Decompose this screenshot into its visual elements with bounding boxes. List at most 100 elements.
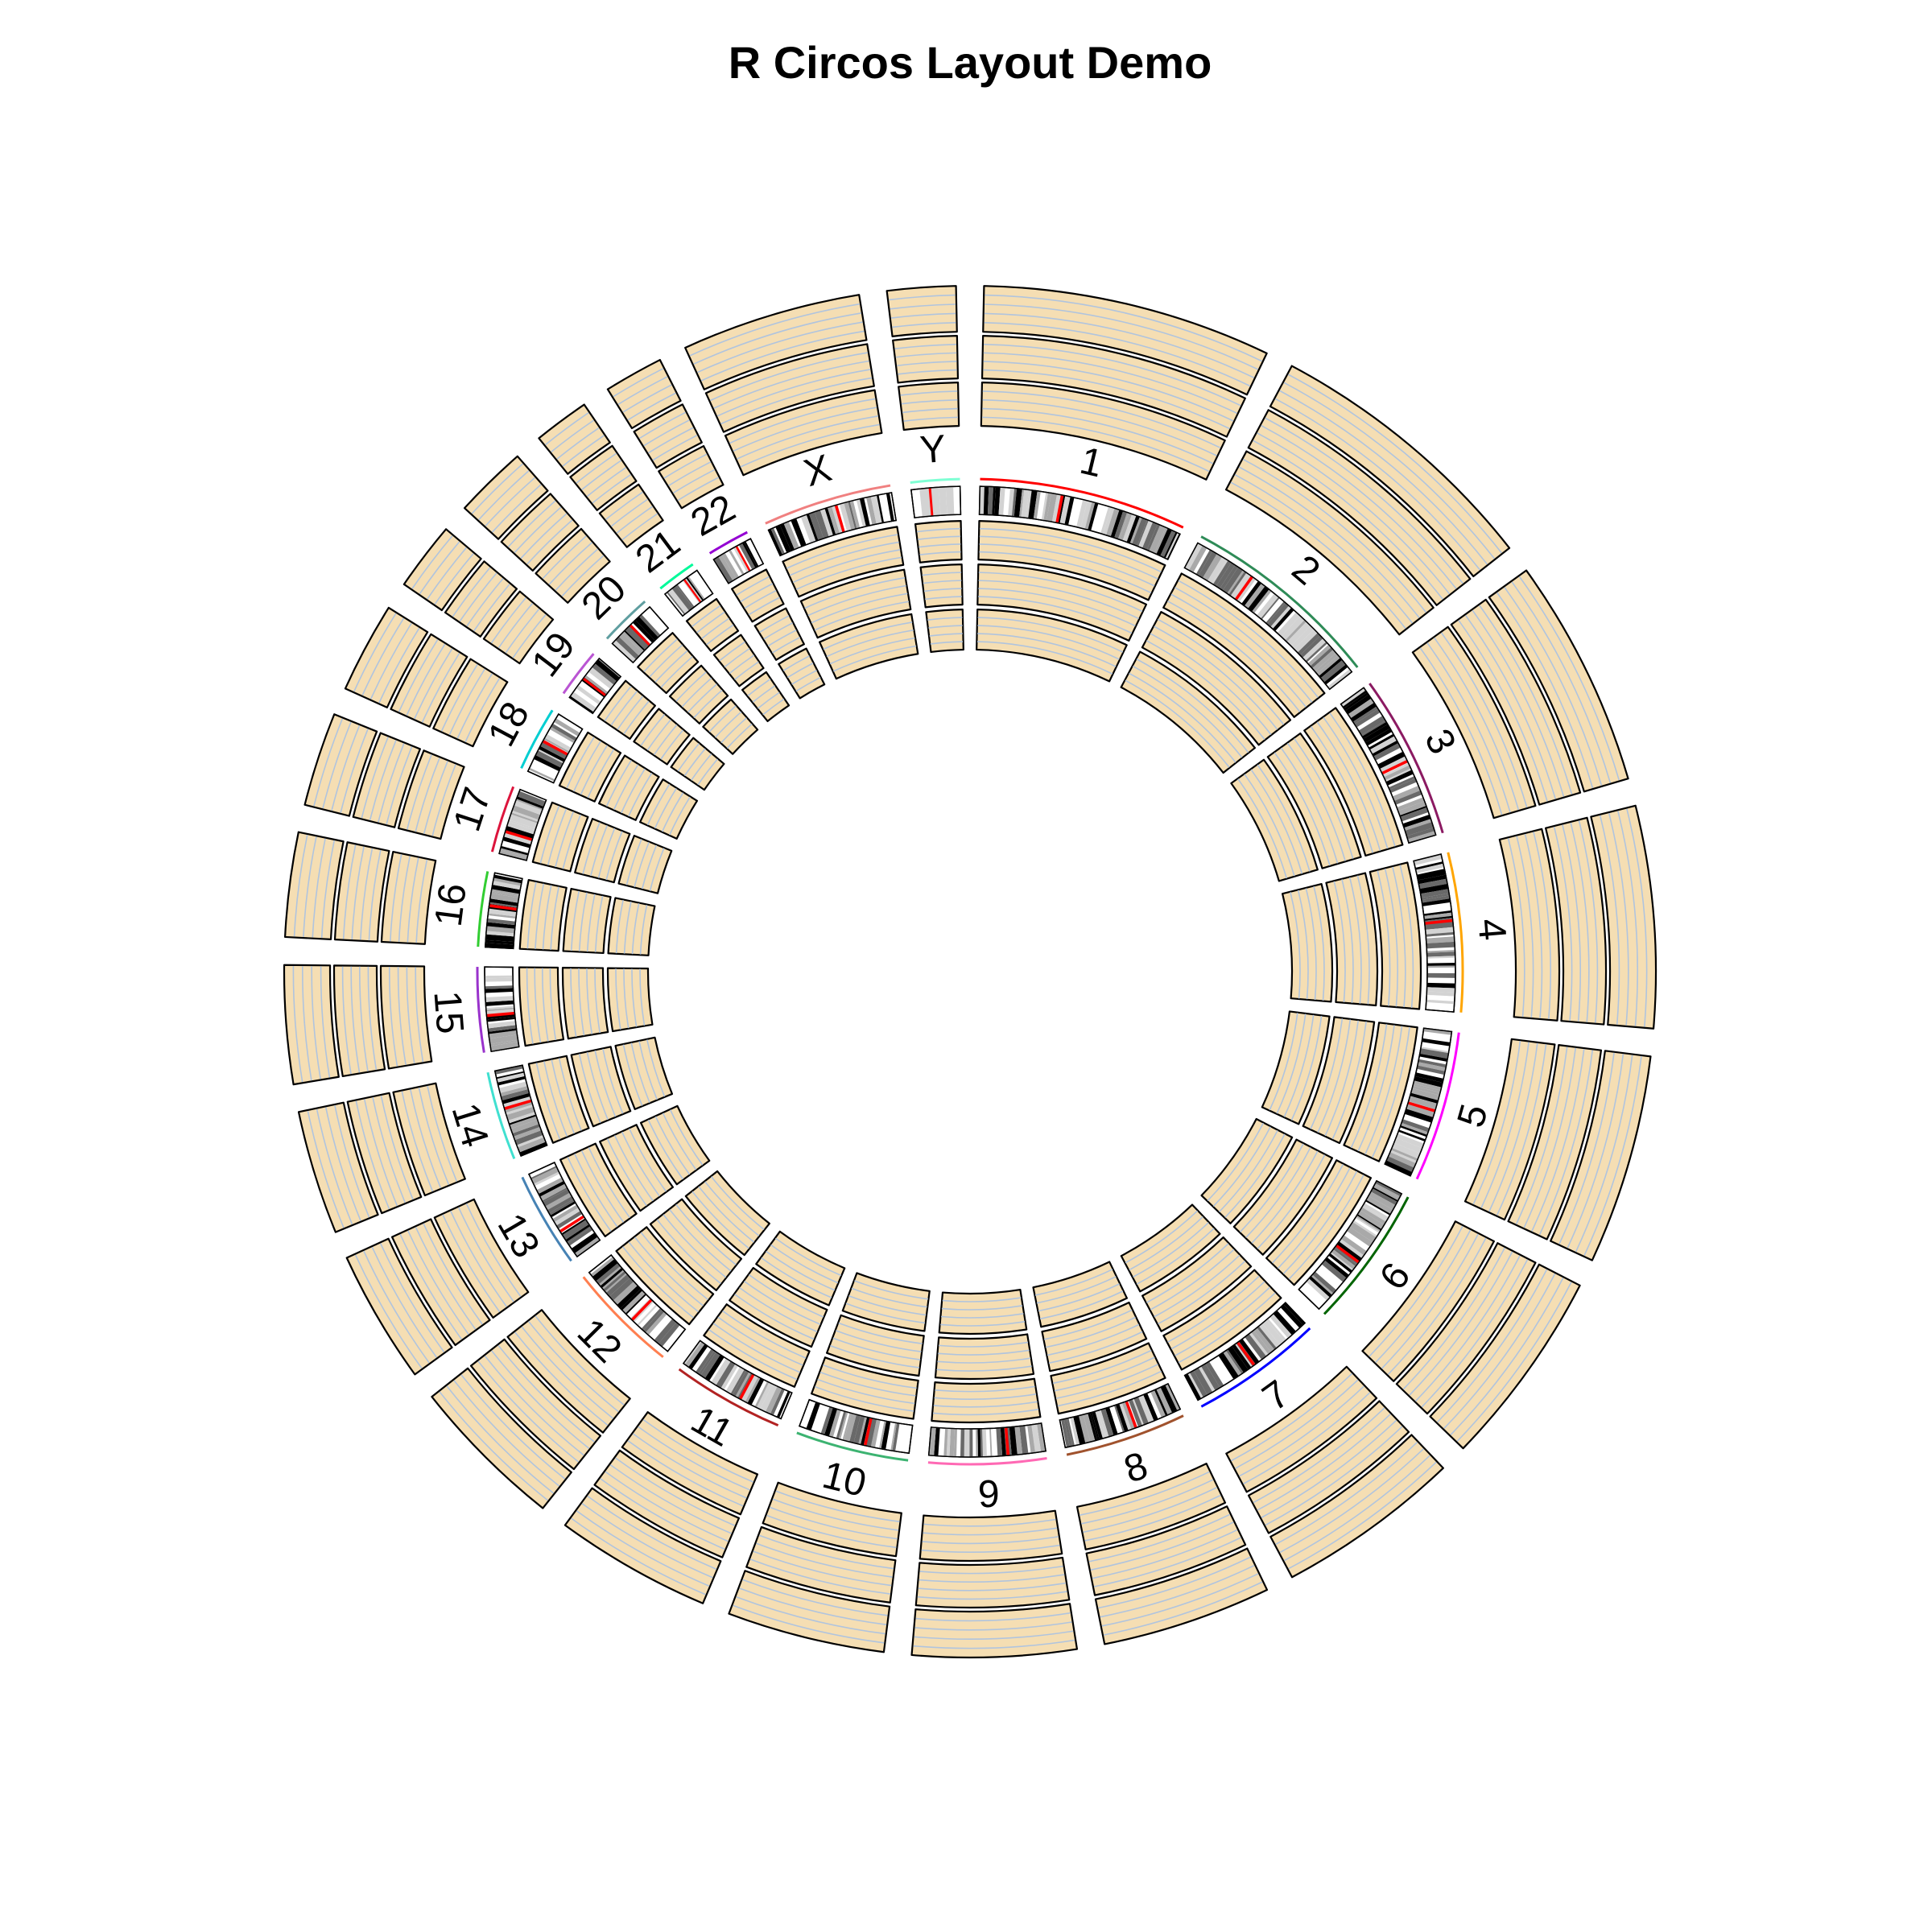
track-grid-line [979, 535, 1158, 580]
track-grid-line [581, 460, 622, 490]
cytoband [1374, 1183, 1401, 1199]
cytoband [980, 1428, 983, 1457]
cytoband [1269, 1314, 1292, 1339]
cytoband [545, 1192, 572, 1211]
cytoband [1345, 694, 1372, 715]
outer-track-2-chr-4 [1544, 816, 1608, 1026]
chromosome-highlight-arc [765, 484, 891, 525]
centromere [1335, 1244, 1360, 1264]
cytoband [490, 1042, 519, 1052]
chromosome-22 [708, 530, 765, 584]
cytoband [1200, 1363, 1220, 1391]
track-grid-line [1261, 424, 1457, 589]
track-grid-line [1133, 1222, 1209, 1278]
cytoband [613, 1281, 638, 1305]
track-grid-line [1282, 1170, 1358, 1274]
track-grid-line [389, 854, 402, 942]
cytoband [865, 1418, 877, 1447]
cytoband [1095, 1410, 1106, 1439]
track-grid-line [661, 792, 684, 832]
centromere [1407, 1101, 1436, 1113]
cytoband [1033, 490, 1041, 520]
cytoband [1235, 1343, 1253, 1368]
cytoband [1407, 831, 1436, 843]
track-panel [731, 568, 785, 623]
cytoband [1327, 669, 1352, 690]
track-grid-line [757, 691, 780, 709]
cytoband [1066, 1418, 1075, 1447]
outer-track-2-chr-10 [745, 1525, 897, 1604]
chromosome-20 [605, 601, 670, 664]
track-grid-line [1277, 1167, 1351, 1269]
track-grid-line [609, 1463, 732, 1534]
cytoband [1323, 664, 1348, 685]
track-grid-line [407, 1230, 469, 1335]
track-grid-line [1239, 1385, 1364, 1477]
track-grid-line [736, 576, 770, 596]
cytoband [1014, 1426, 1023, 1455]
track-panel [1224, 450, 1435, 636]
track-grid-line [1562, 824, 1581, 1022]
track-grid-line [605, 760, 632, 807]
inner-track-2-chr-18 [598, 754, 660, 821]
track-grid-line [535, 1063, 561, 1140]
track-grid-line [1333, 881, 1346, 1003]
track-grid-line [1043, 1309, 1133, 1340]
cytoband [1121, 1402, 1136, 1430]
cytoband [1119, 1402, 1132, 1431]
track-grid-line [555, 811, 575, 868]
track-grid-line [477, 1360, 580, 1463]
cytoband [530, 1166, 557, 1180]
track-grid-line [627, 1440, 744, 1507]
chromosome-outline [611, 605, 670, 664]
outer-track-1-chr-13 [345, 1237, 453, 1376]
track-grid-line [369, 740, 397, 821]
cytoband [1316, 654, 1341, 676]
cytoband [1184, 543, 1203, 571]
cytoband [550, 1201, 576, 1218]
track-grid-line [724, 647, 750, 668]
cytoband [1307, 644, 1331, 667]
cytoband [1280, 1304, 1303, 1328]
cytoband [945, 486, 955, 515]
cytoband [1011, 488, 1018, 517]
cytoband [725, 1366, 745, 1394]
track-grid-line [1284, 1455, 1430, 1562]
track-grid-line [1230, 1373, 1353, 1462]
cytoband [1281, 616, 1305, 641]
cytoband [641, 1307, 663, 1331]
track-panel [1041, 1301, 1148, 1373]
track-grid-line [580, 1150, 625, 1223]
track-panel [741, 671, 791, 723]
inner-track-1-chr-4 [1368, 861, 1422, 1010]
cytoband [485, 939, 514, 945]
outer-track-3-chr-21 [598, 483, 664, 548]
cytoband [892, 1422, 900, 1451]
cytoband [842, 1413, 852, 1441]
track-grid-line [586, 894, 596, 952]
cytoband [1308, 1276, 1332, 1298]
chromosome-highlight-arc [927, 1457, 1047, 1466]
cytoband [836, 1410, 847, 1439]
cytoband [508, 819, 536, 831]
track-grid-line [1132, 665, 1243, 758]
cytoband [1400, 1125, 1427, 1137]
track-panel [919, 1509, 1063, 1563]
track-grid-line [942, 1297, 1022, 1302]
cytoband [1415, 861, 1443, 870]
cytoband [732, 1370, 749, 1397]
cytoband [844, 502, 856, 530]
track-panel [390, 633, 469, 728]
track-grid-line [615, 899, 624, 954]
cytoband [1156, 1387, 1173, 1415]
track-panel [621, 1411, 759, 1516]
track-grid-line [766, 1250, 836, 1291]
cytoband [1232, 1344, 1252, 1370]
track-grid-line [977, 617, 1124, 653]
track-grid-line [668, 461, 712, 486]
chromosome-21 [659, 563, 714, 617]
cytoband [1021, 489, 1030, 518]
cytoband [964, 1428, 968, 1457]
cytoband [547, 1195, 574, 1214]
cytoband [509, 814, 538, 829]
